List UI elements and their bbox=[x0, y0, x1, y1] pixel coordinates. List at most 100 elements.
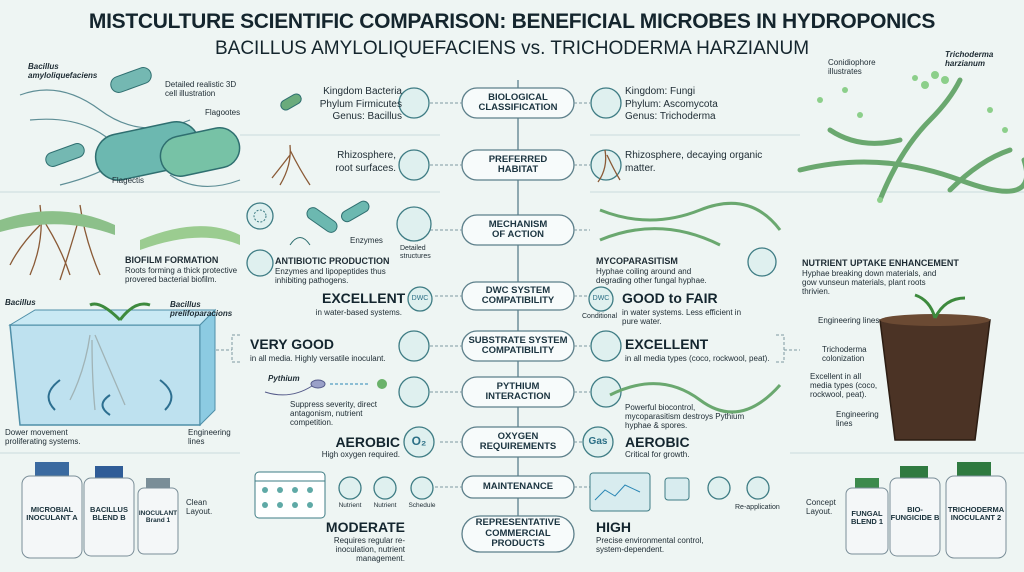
flagella-label: Flagootes bbox=[205, 108, 241, 117]
bacillus-cells bbox=[19, 67, 302, 188]
row-label: SUBSTRATE SYSTEM COMPATIBILITY bbox=[468, 334, 568, 356]
maintenance-text: Precise environmental control, system-de… bbox=[596, 536, 704, 555]
row-label: MECHANISM OF ACTION bbox=[488, 218, 548, 240]
pot-label: Excellent in all media types (coco, rock… bbox=[810, 372, 878, 400]
pot-label: Engineering lines bbox=[836, 410, 879, 429]
dwc-rating: GOOD to FAIR bbox=[622, 290, 718, 306]
dwc-icon: DWC bbox=[411, 295, 429, 302]
dwc-note: Conditional bbox=[582, 313, 618, 320]
conidiophore-note: Conidiophore illustrates bbox=[828, 58, 876, 77]
habitat: Rhizosphere, decaying organic matter. bbox=[625, 150, 763, 174]
tank-lines: Engineering lines bbox=[188, 428, 231, 447]
classification-line: Genus: Bacillus bbox=[332, 111, 402, 122]
trichoderma-name: Trichoderma harzianum bbox=[945, 50, 994, 69]
oxygen-text: High oxygen required. bbox=[321, 450, 400, 459]
product-label: BIO-FUNGICIDE B bbox=[890, 505, 940, 523]
myco-title: MYCOPARASITISM bbox=[596, 256, 678, 266]
tank-label: Bacillus prelifoparacions bbox=[170, 300, 233, 319]
substrate-text: in all media. Highly versatile inoculant… bbox=[250, 354, 386, 363]
habitat: Rhizosphere, root surfaces. bbox=[335, 150, 396, 174]
enzymes-label: Enzymes bbox=[350, 236, 383, 245]
pythium-text: Powerful biocontrol, mycoparasitism dest… bbox=[625, 403, 745, 431]
dwc-text: in water systems. Less efficient in pure… bbox=[622, 308, 742, 327]
connectors bbox=[216, 102, 800, 488]
monitor bbox=[589, 472, 690, 512]
maintenance-icon-label: Schedule bbox=[408, 502, 436, 509]
calendar bbox=[254, 471, 326, 519]
uptake-text: Hyphae breaking down materials, and gow … bbox=[802, 269, 937, 297]
substrate-rating: VERY GOOD bbox=[250, 336, 335, 352]
antibiotic-text: Enzymes and lipopeptides thus inhibiting… bbox=[275, 267, 386, 286]
pot bbox=[879, 293, 991, 441]
dwc-icon: DWC bbox=[592, 295, 610, 302]
product-label: FUNGAL BLEND 1 bbox=[850, 509, 884, 527]
maintenance-rating: HIGH bbox=[596, 519, 631, 535]
pythium-label: Pythium bbox=[268, 374, 300, 383]
icon-circles bbox=[246, 87, 777, 500]
center-pills bbox=[461, 87, 575, 553]
maintenance-icon-label: Nutrient bbox=[373, 502, 397, 509]
bottles bbox=[21, 462, 1007, 559]
biofilm-text: Roots forming a thick protective provere… bbox=[125, 266, 238, 285]
oxygen-rating: AEROBIC bbox=[625, 434, 690, 450]
pythium-text: Suppress severity, direct antagonism, nu… bbox=[290, 400, 377, 428]
pot-label: Engineering lines bbox=[818, 316, 880, 325]
product-label: INOCULANT Brand 1 bbox=[138, 510, 178, 525]
maintenance-icon-label: Re-application bbox=[735, 504, 780, 511]
myco-hyphae bbox=[599, 201, 782, 247]
substrate-text: in all media types (coco, rockwool, peat… bbox=[625, 354, 770, 363]
subtitle: BACILLUS AMYLOLIQUEFACIENS vs. TRICHODER… bbox=[214, 38, 810, 59]
myco-text: Hyphae coiling around and degrading othe… bbox=[596, 267, 707, 286]
pythium bbox=[264, 379, 387, 396]
product-label: BACILLUS BLEND B bbox=[90, 505, 128, 523]
dwc-tank bbox=[8, 302, 217, 427]
product-label: MICROBIAL INOCULANT A bbox=[26, 505, 78, 523]
products-note: Clean Layout. bbox=[186, 498, 213, 517]
hyphae bbox=[797, 77, 1024, 203]
classification-line: Kingdom: Fungi bbox=[625, 86, 696, 97]
substrate-rating: EXCELLENT bbox=[625, 336, 709, 352]
row-label: PYTHIUM INTERACTION bbox=[485, 380, 551, 402]
row-label: MAINTENANCE bbox=[482, 480, 554, 492]
classification: Kingdom: Fungi Phylum: Ascomycota Genus:… bbox=[625, 86, 745, 124]
bacillus-name: Bacillus amyloliquefaciens bbox=[28, 62, 98, 81]
oxygen-icon: O₂ bbox=[411, 434, 427, 448]
row-label: BIOLOGICAL CLASSIFICATION bbox=[478, 91, 558, 113]
classification: Kingdom Bacteria Phylum Firmicutes Genus… bbox=[307, 86, 402, 124]
products-note: Concept Layout. bbox=[806, 498, 836, 517]
title: MISTCULTURE SCIENTIFIC COMPARISON: BENEF… bbox=[88, 10, 936, 33]
maintenance-rating: MODERATE bbox=[325, 519, 405, 535]
classification-line: Genus: Trichoderma bbox=[625, 111, 716, 122]
spores bbox=[817, 71, 1008, 203]
oxygen-text: Critical for growth. bbox=[625, 450, 690, 459]
oxygen-icon: Gas bbox=[588, 436, 608, 447]
dividers bbox=[0, 134, 1024, 454]
maintenance-icon-label: Nutrient bbox=[338, 502, 362, 509]
maintenance-text: Requires regular re-inoculation, nutrien… bbox=[333, 536, 405, 564]
biofilm-title: BIOFILM FORMATION bbox=[125, 255, 219, 265]
pythium-hyphae bbox=[609, 382, 782, 414]
pot-label: Trichoderma colonization bbox=[822, 345, 867, 364]
row-label: PREFERRED HABITAT bbox=[488, 153, 548, 175]
row-label: OXYGEN REQUIREMENTS bbox=[479, 430, 557, 452]
cell-note: Detailed realistic 3D cell illustration bbox=[165, 80, 237, 99]
tank-label: Bacillus bbox=[5, 298, 36, 307]
oxygen-rating: AEROBIC bbox=[335, 434, 400, 450]
classification-line: Phylum Firmicutes bbox=[319, 98, 402, 110]
biofilm bbox=[0, 211, 115, 235]
classification-line: Phylum: Ascomycota bbox=[625, 98, 718, 110]
flagella-label: Flagectis bbox=[112, 176, 145, 185]
row-label: REPRESENTATIVE COMMERCIAL PRODUCTS bbox=[475, 517, 561, 550]
uptake-title: NUTRIENT UPTAKE ENHANCEMENT bbox=[802, 258, 959, 268]
tank-caption: Dower movement proliferating systems. bbox=[5, 428, 81, 447]
product-label: TRICHODERMA INOCULANT 2 bbox=[947, 505, 1005, 523]
antibiotic-title: ANTIBIOTIC PRODUCTION bbox=[275, 256, 390, 266]
structures-label: Detailed structures bbox=[400, 245, 431, 261]
biofilm-mound bbox=[140, 226, 240, 250]
antibiotic-structures bbox=[246, 200, 370, 246]
row-label: DWC SYSTEM COMPATIBILITY bbox=[481, 284, 555, 306]
classification-line: Kingdom Bacteria bbox=[323, 86, 402, 97]
dwc-text: in water-based systems. bbox=[315, 308, 402, 317]
